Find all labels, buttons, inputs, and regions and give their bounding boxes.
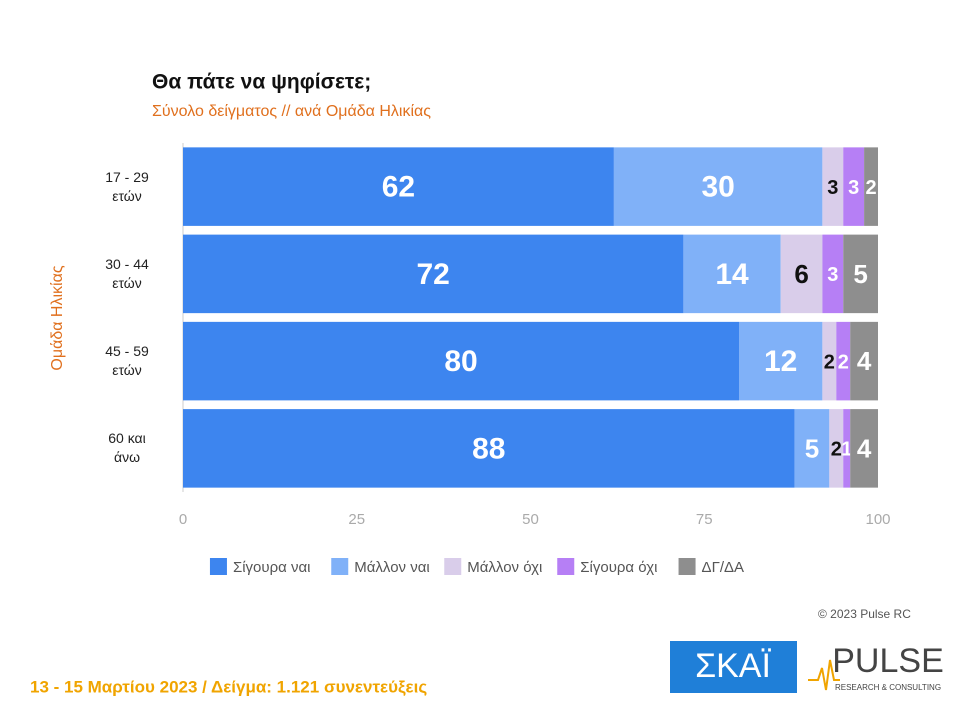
skai-logo-box [670, 641, 797, 693]
copyright: © 2023 Pulse RC [818, 607, 911, 621]
bar-segment [829, 409, 844, 488]
x-tick-label: 75 [696, 511, 713, 528]
bar-segment [780, 234, 823, 314]
data-label: 2 [831, 439, 842, 461]
y-tick-label: 60 και άνω [108, 430, 146, 466]
legend-swatch [678, 558, 696, 575]
legend-swatch [209, 558, 227, 575]
data-label: 1 [841, 439, 852, 461]
bar-segment [183, 321, 739, 401]
legend-swatch [444, 558, 462, 575]
bar-segment [794, 409, 830, 488]
y-axis-label: Ομάδα Ηλικίας [49, 265, 66, 370]
legend-label: Μάλλον ναι [354, 559, 429, 576]
x-tick-label: 25 [348, 511, 365, 528]
data-label: 3 [827, 177, 838, 199]
x-tick-label: 100 [865, 511, 890, 528]
data-label: 5 [805, 433, 819, 463]
chart-subtitle: Σύνολο δείγματος // ανά Ομάδα Ηλικίας [152, 103, 431, 120]
bar-segment [843, 147, 865, 226]
legend-swatch [331, 558, 349, 575]
data-label: 2 [838, 351, 849, 373]
bar-segment [739, 321, 823, 401]
data-label: 2 [865, 177, 876, 199]
data-label: 5 [853, 259, 867, 289]
data-label: 3 [848, 177, 859, 199]
data-label: 30 [701, 171, 734, 204]
bar-segment [183, 234, 684, 314]
data-label: 14 [715, 258, 749, 291]
legend-label: ΔΓ/ΔΑ [702, 559, 744, 576]
bar-segment [822, 234, 844, 314]
y-tick-label: 30 - 44 ετών [105, 255, 149, 291]
footer: 13 - 15 Μαρτίου 2023 / Δείγμα: 1.121 συν… [30, 677, 427, 696]
data-label: 3 [827, 264, 838, 286]
data-label: 72 [417, 258, 450, 291]
x-tick-label: 0 [179, 511, 187, 528]
pulse-logo: PULSE [832, 642, 944, 680]
bar-segment [850, 409, 878, 488]
data-label: 6 [794, 259, 808, 289]
pulse-icon [808, 659, 840, 691]
x-tick-label: 50 [522, 511, 539, 528]
bar-segment [850, 321, 878, 401]
legend-swatch [557, 558, 575, 575]
data-label: 2 [824, 351, 835, 373]
data-label: 62 [382, 171, 415, 204]
skai-logo: ΣΚΑΪ [695, 647, 771, 685]
data-label: 88 [472, 432, 505, 465]
bar-segment [683, 234, 781, 314]
bar-segment [822, 321, 837, 401]
data-label: 4 [857, 433, 872, 463]
y-tick-label: 45 - 59 ετών [105, 343, 149, 379]
bar-segment [836, 321, 851, 401]
chart-title: Θα πάτε να ψηφίσετε; [152, 71, 371, 94]
bar-segment [843, 234, 878, 314]
legend-label: Μάλλον όχι [467, 559, 542, 576]
legend-label: Σίγουρα όχι [580, 559, 657, 576]
bar-segment [822, 147, 844, 226]
data-label: 80 [444, 345, 477, 378]
bar-segment [613, 147, 823, 226]
bar-segment [843, 409, 851, 488]
bar-segment [864, 147, 878, 226]
pulse-tagline: RESEARCH & CONSULTING [835, 683, 941, 692]
legend-label: Σίγουρα ναι [233, 559, 311, 576]
bar-segment [183, 147, 614, 226]
data-label: 12 [764, 345, 797, 378]
bar-segment [183, 409, 795, 488]
y-tick-label: 17 - 29 ετών [105, 168, 149, 204]
data-label: 4 [857, 346, 872, 376]
